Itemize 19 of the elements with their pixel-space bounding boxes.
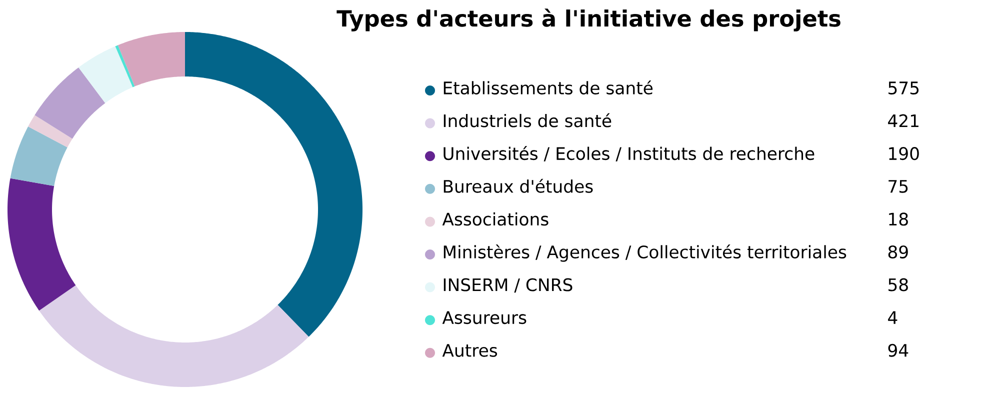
legend-label: Universités / Ecoles / Instituts de recherche bbox=[444, 146, 814, 162]
data-label: 190 bbox=[889, 147, 919, 160]
legend-label: Ministères / Agences / Collectivités territoriales bbox=[444, 244, 846, 262]
data-label: 75 bbox=[888, 180, 908, 193]
data-label: 4 bbox=[888, 311, 898, 324]
legend-label: INSERM / CNRS bbox=[444, 278, 572, 293]
data-label: 89 bbox=[888, 245, 908, 258]
data-label: 575 bbox=[888, 82, 919, 94]
legend-label: Industriels de santé bbox=[444, 113, 612, 128]
data-label: 94 bbox=[888, 344, 908, 357]
legend-label: Autres bbox=[442, 344, 498, 357]
legend-label: Bureaux d'études bbox=[444, 178, 593, 193]
legend-label: Assureurs bbox=[442, 311, 526, 324]
chart-title: Types d'acteurs à l'initiative des projets bbox=[336, 8, 840, 32]
legend-label: Etablissements de santé bbox=[444, 80, 653, 94]
data-label: 421 bbox=[888, 114, 918, 128]
legend-label: Associations bbox=[442, 212, 548, 226]
data-label: 18 bbox=[889, 212, 908, 226]
data-label: 58 bbox=[888, 278, 908, 292]
